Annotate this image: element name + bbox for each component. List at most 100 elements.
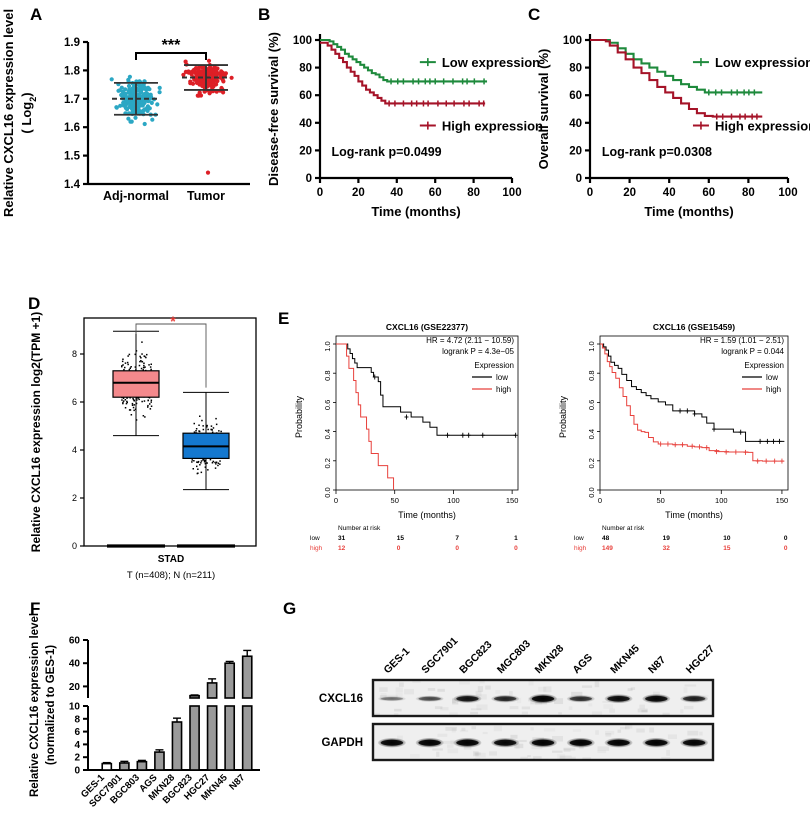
panel-a-dot	[214, 71, 219, 76]
panel-e-ytick: 0.0	[323, 487, 332, 497]
panel-e-ytick: 0.0	[587, 487, 596, 497]
panel-e-right: CXCL16 (GSE15459) 0.0 0.2 0.4 0.6 0.8 1.0 0 50 10…	[552, 318, 798, 563]
km-ytick: 0	[306, 173, 312, 185]
panel-a-dot	[211, 79, 216, 85]
panel-e-risk-value: 1	[514, 535, 518, 542]
panel-e-risk-title: Number at risk	[602, 525, 645, 532]
panel-e-risk-title: Number at risk	[338, 525, 381, 532]
km-xtick: 60	[429, 187, 442, 199]
panel-e-ylabel: Probability	[558, 395, 568, 438]
panel-e-legend-label: high	[766, 385, 781, 394]
km-ytick: 100	[563, 35, 582, 47]
km-ytick: 100	[293, 35, 312, 47]
panel-e-xtick: 0	[334, 496, 338, 505]
panel-d-box	[112, 370, 160, 398]
panel-letter-c: C	[528, 5, 541, 24]
panel-e-risk-value: 7	[455, 535, 459, 542]
panel-f-bar	[241, 655, 253, 699]
km-ytick: 20	[299, 145, 312, 157]
panel-g: GES-1 SGC7901 BGC823 MGC803 MKN28 AGS MKN45 N87…	[283, 618, 803, 798]
panel-e-xtick: 100	[715, 496, 728, 505]
km-ytick: 80	[299, 63, 312, 75]
panel-f-bar	[154, 751, 165, 771]
panel-a-category: Adj-normal	[103, 189, 169, 203]
panel-g-lane-label: MGC803	[495, 638, 533, 676]
panel-b: 0 20 40 60 80 100 0 20 40 60 80 100 Low expression Hi…	[258, 18, 543, 228]
km-ytick: 60	[299, 90, 312, 102]
panel-letter-g: G	[283, 599, 297, 618]
panel-a-dot	[223, 71, 228, 76]
panel-a-dot	[213, 66, 218, 71]
panel-f-ytick: 4	[74, 740, 80, 751]
panel-f-bar	[189, 705, 200, 771]
panel-e-risk-value: 32	[663, 545, 671, 552]
panel-a-dot	[140, 97, 145, 102]
panel-a-dot	[123, 87, 128, 92]
panel-a-dot	[229, 75, 234, 80]
panel-e-risk-value: 19	[663, 535, 671, 542]
panel-d-ylabel: Relative CXCL16 expression log2(TPM +1)	[29, 312, 43, 552]
panel-e-xtick: 150	[506, 496, 519, 505]
panel-e-ytick: 0.2	[323, 458, 332, 468]
panel-a-dot	[123, 102, 128, 107]
panel-f-bar	[171, 721, 183, 771]
km-ytick: 40	[569, 118, 582, 130]
km-ytick: 0	[576, 173, 582, 185]
panel-d-group-label: STAD	[158, 554, 184, 565]
panel-f-ytick: 40	[69, 659, 81, 670]
panel-letter-d: D	[28, 294, 41, 313]
panel-g-band	[415, 695, 444, 702]
panel-letter-f: F	[30, 599, 41, 618]
panel-e-hr: HR = 1.59 (1.01 − 2.51)	[700, 336, 784, 345]
panel-d: 0 2 4 6 8 * STAD T (n=408); N (n=211) Relative C…	[18, 300, 268, 585]
panel-f-bar	[224, 705, 236, 771]
panel-e-xtick: 50	[391, 496, 399, 505]
panel-f-ytick: 60	[69, 636, 81, 647]
panel-e-xtick: 150	[776, 496, 789, 505]
panel-a-dot	[142, 93, 147, 98]
panel-a-dot	[119, 85, 124, 90]
panel-a-dot	[141, 85, 146, 90]
panel-a-dot	[128, 93, 133, 98]
panel-e-risk-value: 31	[338, 535, 346, 542]
panel-e-risk-value: 48	[602, 535, 610, 542]
panel-a-ytick: 1.4	[64, 179, 81, 191]
panel-e-ytick: 0.4	[587, 429, 596, 439]
km-xlabel: Time (months)	[371, 204, 460, 219]
panel-f-ytick: 2	[74, 753, 80, 764]
panel-g-lane-label: GES-1	[382, 645, 413, 676]
panel-a-dot	[126, 77, 131, 82]
panel-g-lane-label: N87	[646, 654, 668, 676]
panel-a-dot	[149, 100, 154, 105]
panel-g-lane-label: MKN45	[608, 642, 642, 676]
panel-d-ytick: 0	[72, 541, 77, 551]
panel-e-hr: HR = 4.72 (2.11 − 10.59)	[426, 336, 514, 345]
panel-e-legend-title: Expression	[744, 361, 784, 370]
panel-a-dot	[188, 81, 193, 86]
panel-a-dot	[221, 79, 226, 84]
km-curve	[320, 38, 488, 83]
panel-a-dot	[136, 107, 141, 112]
panel-a-category: Tumor	[187, 189, 225, 203]
panel-a-dot	[118, 103, 123, 108]
km-xtick: 0	[587, 187, 593, 199]
panel-e-risk-value: 12	[338, 545, 346, 552]
panel-a-dot	[207, 71, 212, 76]
km-curve	[590, 38, 763, 94]
panel-e-xlabel: Time (months)	[398, 510, 456, 520]
panel-a-ytick: 1.7	[64, 94, 80, 106]
panel-a-dot	[157, 85, 162, 90]
panel-f-bar	[136, 760, 148, 771]
panel-a-dot	[210, 85, 215, 90]
km-curve	[320, 41, 486, 105]
panel-a-dot	[221, 90, 226, 95]
panel-e-risk-value: 0	[455, 545, 459, 552]
panel-e-risk-value: 0	[397, 545, 401, 552]
panel-e-risk-label: low	[574, 535, 584, 542]
panel-a-dot	[206, 58, 212, 63]
panel-f-ylabel: Relative CXCL16 expression level	[29, 613, 41, 797]
km-legend-label: High expression	[715, 119, 810, 134]
panel-f-bar	[189, 694, 200, 699]
km-stat: Log-rank p=0.0308	[602, 145, 712, 159]
km-curve	[590, 38, 763, 118]
